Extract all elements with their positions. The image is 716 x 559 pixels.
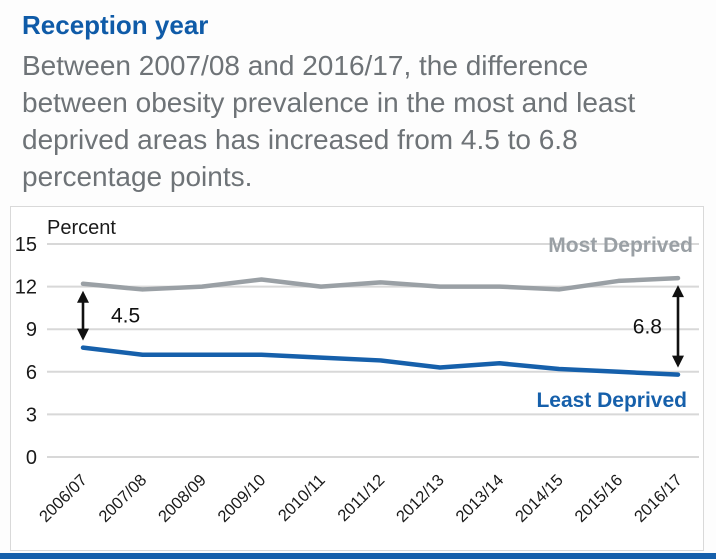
diff-arrow-head-up bbox=[77, 290, 89, 303]
diff-value-label: 4.5 bbox=[111, 305, 140, 328]
y-tick-label: 15 bbox=[15, 234, 37, 256]
diff-arrow-head-down bbox=[672, 355, 684, 368]
chart-svg: Percent 0 3 6 9 12 15 2006/07 2007/08 2008/09 200… bbox=[15, 217, 699, 526]
page-title: Reception year bbox=[22, 10, 209, 40]
y-tick-label: 0 bbox=[26, 447, 37, 469]
diff-value-label: 6.8 bbox=[633, 315, 662, 338]
x-tick-label: 2016/17 bbox=[631, 471, 686, 526]
series-label-most-deprived: Most Deprived bbox=[548, 234, 693, 257]
diff-arrow-head-up bbox=[672, 285, 684, 298]
x-tick-label: 2014/15 bbox=[512, 471, 567, 526]
y-tick-label: 6 bbox=[26, 362, 37, 384]
chart-container: Percent 0 3 6 9 12 15 2006/07 2007/08 2008/09 200… bbox=[10, 206, 704, 551]
y-tick-label: 12 bbox=[15, 277, 37, 299]
x-tick-label: 2006/07 bbox=[36, 471, 91, 526]
chart-unit-label: Percent bbox=[47, 217, 116, 239]
x-tick-label: 2009/10 bbox=[214, 471, 269, 526]
page-description: Between 2007/08 and 2016/17, the differe… bbox=[22, 50, 636, 192]
series-line-least-deprived bbox=[80, 345, 681, 377]
footer-accent-bar bbox=[0, 553, 716, 559]
series-line-most-deprived bbox=[80, 275, 681, 292]
series-label-least-deprived: Least Deprived bbox=[536, 389, 687, 412]
x-tick-label: 2011/12 bbox=[334, 471, 388, 525]
x-tick-label: 2012/13 bbox=[393, 471, 448, 526]
report-header: Reception year Between 2007/08 and 2016/… bbox=[0, 0, 716, 195]
x-tick-label: 2007/08 bbox=[95, 471, 150, 526]
x-tick-label: 2008/09 bbox=[155, 471, 210, 526]
y-tick-label: 9 bbox=[26, 319, 37, 341]
diff-arrow-head-down bbox=[77, 328, 89, 341]
x-tick-label: 2015/16 bbox=[571, 471, 626, 526]
x-tick-label: 2013/14 bbox=[452, 471, 507, 526]
y-tick-label: 3 bbox=[26, 404, 37, 426]
chart-plot: 0 3 6 9 12 15 2006/07 2007/08 2008/09 2009/10 2010… bbox=[15, 234, 699, 526]
x-tick-label: 2010/11 bbox=[275, 471, 329, 525]
